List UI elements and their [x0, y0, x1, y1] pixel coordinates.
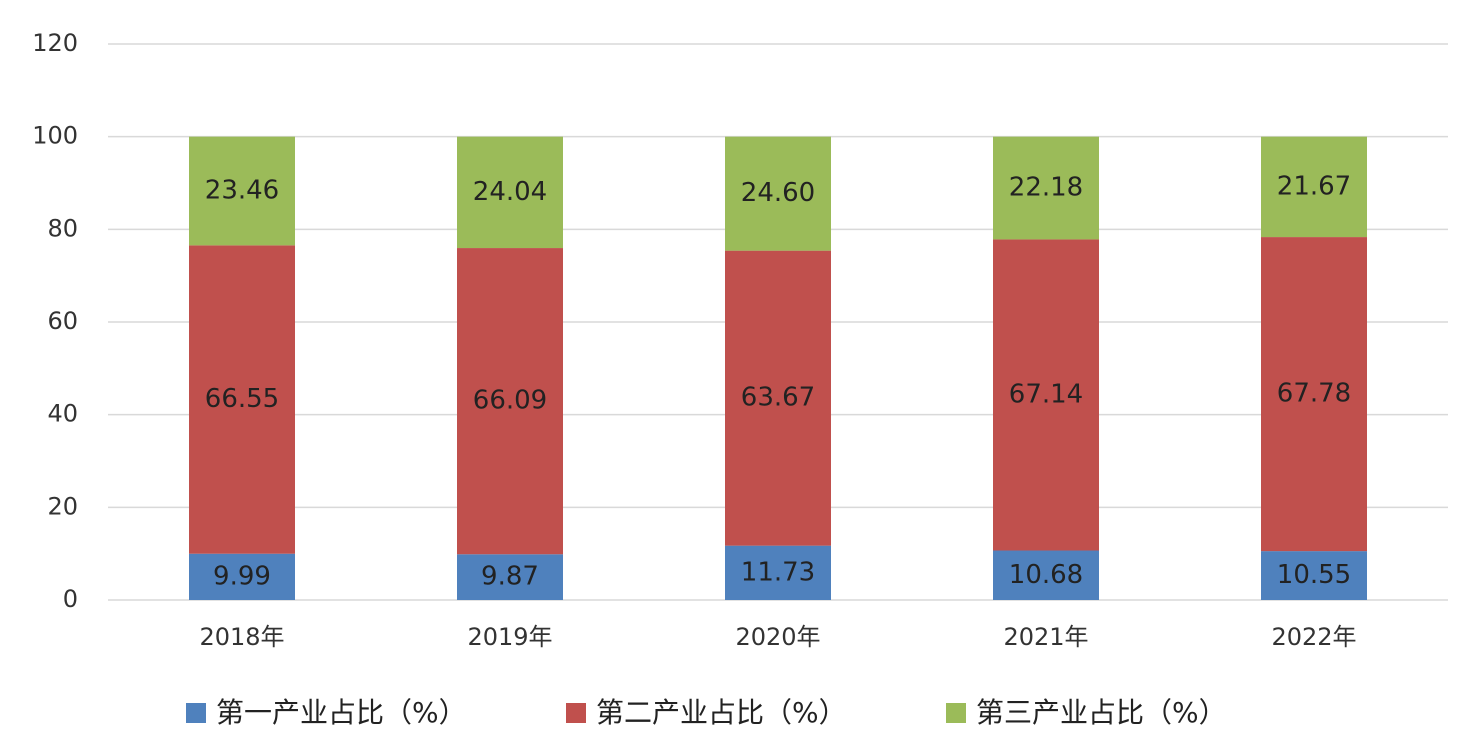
y-tick-label: 60 — [47, 307, 78, 335]
y-tick-label: 100 — [32, 122, 78, 150]
data-label: 9.87 — [481, 562, 539, 592]
data-label: 10.55 — [1277, 560, 1351, 590]
bar-segment — [1261, 136, 1367, 238]
bar-segment — [725, 545, 831, 600]
x-tick-label: 2018年 — [199, 623, 284, 651]
x-tick-label: 2021年 — [1003, 623, 1088, 651]
bar-segment — [457, 248, 563, 555]
bar-segment — [993, 550, 1099, 600]
legend-label: 第一产业占比（%） — [216, 696, 467, 729]
y-tick-label: 80 — [47, 214, 78, 242]
data-label: 21.67 — [1277, 171, 1351, 201]
legend-swatch — [946, 703, 966, 723]
legend-swatch — [566, 703, 586, 723]
x-tick-label: 2022年 — [1271, 623, 1356, 651]
data-label: 67.78 — [1277, 379, 1351, 409]
bar-segment — [189, 136, 295, 246]
data-label: 23.46 — [205, 176, 279, 206]
bar-segment — [457, 136, 563, 249]
legend-label: 第二产业占比（%） — [596, 696, 847, 729]
data-label: 10.68 — [1009, 560, 1083, 590]
data-label: 63.67 — [741, 383, 815, 413]
bar-segment — [189, 245, 295, 554]
bar-segment — [993, 239, 1099, 551]
y-tick-label: 20 — [47, 492, 78, 520]
legend-label: 第三产业占比（%） — [976, 696, 1227, 729]
data-label: 66.55 — [205, 384, 279, 414]
x-tick-label: 2020年 — [735, 623, 820, 651]
bar-segment — [189, 553, 295, 600]
y-tick-label: 40 — [47, 400, 78, 428]
data-label: 22.18 — [1009, 173, 1083, 203]
data-label: 24.04 — [473, 177, 547, 207]
data-label: 9.99 — [213, 561, 271, 591]
bar-segment — [725, 136, 831, 251]
bar-segment — [1261, 551, 1367, 600]
bar-segment — [1261, 237, 1367, 552]
y-tick-label: 120 — [32, 29, 78, 57]
bar-segment — [457, 554, 563, 600]
bar-segment — [993, 136, 1099, 240]
data-label: 11.73 — [741, 557, 815, 587]
legend-swatch — [186, 703, 206, 723]
x-tick-label: 2019年 — [467, 623, 552, 651]
data-label: 24.60 — [741, 178, 815, 208]
bar-segment — [725, 250, 831, 546]
data-label: 66.09 — [473, 386, 547, 416]
data-label: 67.14 — [1009, 379, 1083, 409]
y-tick-label: 0 — [63, 585, 78, 613]
